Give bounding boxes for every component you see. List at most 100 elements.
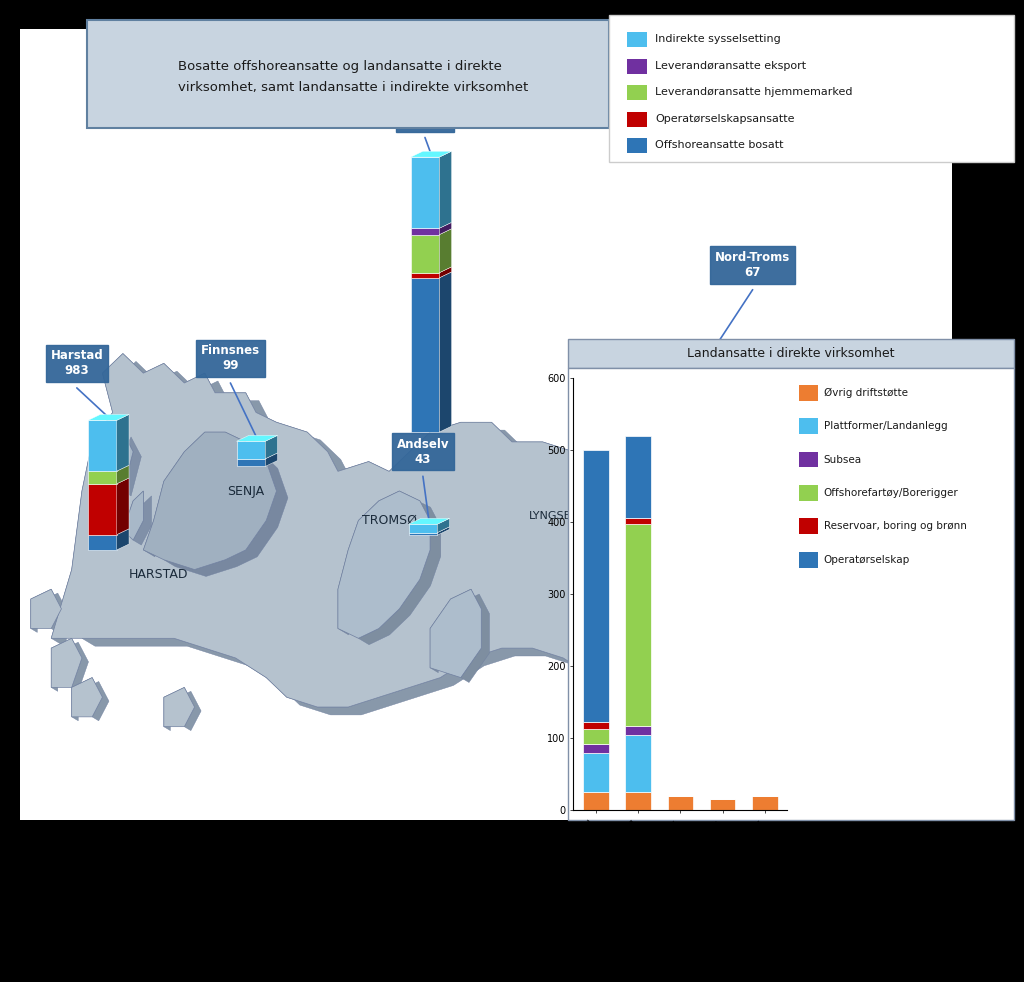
Polygon shape — [143, 432, 276, 570]
Bar — [626, 792, 651, 810]
Bar — [626, 524, 651, 726]
Polygon shape — [439, 222, 452, 235]
Polygon shape — [123, 491, 143, 540]
Polygon shape — [51, 354, 901, 727]
Text: HARSTAD: HARSTAD — [129, 568, 188, 581]
Bar — [626, 735, 651, 792]
Text: Finnsnes
99: Finnsnes 99 — [201, 345, 260, 372]
Bar — [800, 552, 818, 568]
Bar — [583, 792, 608, 810]
Bar — [627, 85, 647, 100]
Bar — [668, 795, 693, 810]
Polygon shape — [117, 528, 129, 550]
Polygon shape — [758, 668, 829, 736]
Polygon shape — [31, 589, 68, 632]
Polygon shape — [439, 151, 452, 228]
Polygon shape — [338, 491, 430, 638]
Text: Landansatte i direkte virksomhet: Landansatte i direkte virksomhet — [687, 347, 895, 360]
Bar — [88, 534, 117, 550]
Bar — [800, 418, 818, 434]
Polygon shape — [439, 272, 452, 432]
Polygon shape — [72, 678, 109, 721]
Polygon shape — [437, 518, 450, 532]
Bar — [800, 452, 818, 467]
Text: Leverandøransatte hjemmemarked: Leverandøransatte hjemmemarked — [655, 87, 853, 97]
Bar — [237, 459, 265, 466]
Bar — [800, 485, 818, 501]
Text: Reservoar, boring og brønn: Reservoar, boring og brønn — [824, 521, 967, 531]
Text: Harstad
983: Harstad 983 — [50, 350, 103, 377]
Polygon shape — [430, 589, 489, 682]
Polygon shape — [690, 395, 702, 409]
Polygon shape — [437, 526, 450, 535]
Text: Operatørselskap: Operatørselskap — [824, 555, 910, 565]
Bar — [753, 795, 777, 810]
Polygon shape — [123, 491, 152, 545]
Polygon shape — [102, 432, 133, 491]
FancyBboxPatch shape — [568, 368, 1014, 820]
Polygon shape — [102, 432, 141, 496]
Polygon shape — [51, 638, 88, 691]
Polygon shape — [439, 229, 452, 273]
Bar — [411, 157, 439, 228]
FancyBboxPatch shape — [87, 20, 609, 128]
Polygon shape — [51, 354, 914, 735]
Bar — [583, 752, 608, 792]
Polygon shape — [829, 658, 901, 733]
Bar — [237, 441, 265, 459]
Bar — [88, 484, 117, 534]
Bar — [409, 524, 437, 532]
Text: TROMSØ: TROMSØ — [361, 514, 417, 527]
Polygon shape — [439, 267, 452, 278]
Text: Plattformer/Landanlegg: Plattformer/Landanlegg — [824, 421, 947, 431]
Text: Subsea: Subsea — [824, 455, 862, 464]
Bar — [411, 278, 439, 432]
Polygon shape — [690, 404, 702, 417]
Text: Leverandøransatte eksport: Leverandøransatte eksport — [655, 61, 807, 71]
Bar — [662, 409, 690, 417]
Polygon shape — [758, 668, 840, 742]
Bar — [88, 471, 117, 484]
Bar — [583, 723, 608, 730]
Polygon shape — [117, 414, 129, 471]
Text: Nord-Troms
67: Nord-Troms 67 — [715, 251, 791, 279]
Polygon shape — [117, 478, 129, 534]
Text: Tromsø
1 082: Tromsø 1 082 — [401, 99, 449, 127]
Bar — [583, 450, 608, 723]
Bar — [627, 112, 647, 127]
Bar — [583, 744, 608, 752]
Polygon shape — [143, 432, 288, 576]
Polygon shape — [72, 678, 102, 717]
Polygon shape — [409, 518, 450, 524]
Text: Operatørselskapsansatte: Operatørselskapsansatte — [655, 114, 795, 124]
Text: LYNGSEIDET: LYNGSEIDET — [529, 511, 597, 520]
Text: Bosatte offshoreansatte og landansatte i direkte
virksomhet, samt landansatte i : Bosatte offshoreansatte og landansatte i… — [178, 60, 528, 93]
FancyBboxPatch shape — [568, 339, 1014, 368]
Polygon shape — [614, 540, 768, 693]
Bar — [626, 726, 651, 735]
Polygon shape — [88, 414, 129, 420]
Text: SENJA: SENJA — [227, 484, 264, 498]
Text: Indirekte sysselsetting: Indirekte sysselsetting — [655, 34, 781, 44]
Bar — [626, 518, 651, 524]
Bar — [88, 420, 117, 471]
Bar — [627, 138, 647, 153]
Bar — [411, 228, 439, 235]
FancyBboxPatch shape — [609, 15, 1014, 162]
Bar — [710, 799, 735, 810]
Polygon shape — [117, 465, 129, 484]
Polygon shape — [411, 151, 452, 157]
Polygon shape — [164, 687, 195, 727]
Polygon shape — [614, 540, 758, 687]
FancyBboxPatch shape — [20, 29, 952, 820]
Polygon shape — [430, 589, 481, 678]
Bar — [411, 235, 439, 273]
Polygon shape — [662, 395, 702, 401]
Bar — [627, 59, 647, 74]
Bar — [411, 273, 439, 278]
Text: Øvrig driftstøtte: Øvrig driftstøtte — [824, 388, 908, 398]
Polygon shape — [164, 687, 201, 731]
Bar — [800, 518, 818, 534]
Polygon shape — [265, 453, 278, 466]
Bar — [626, 436, 651, 518]
